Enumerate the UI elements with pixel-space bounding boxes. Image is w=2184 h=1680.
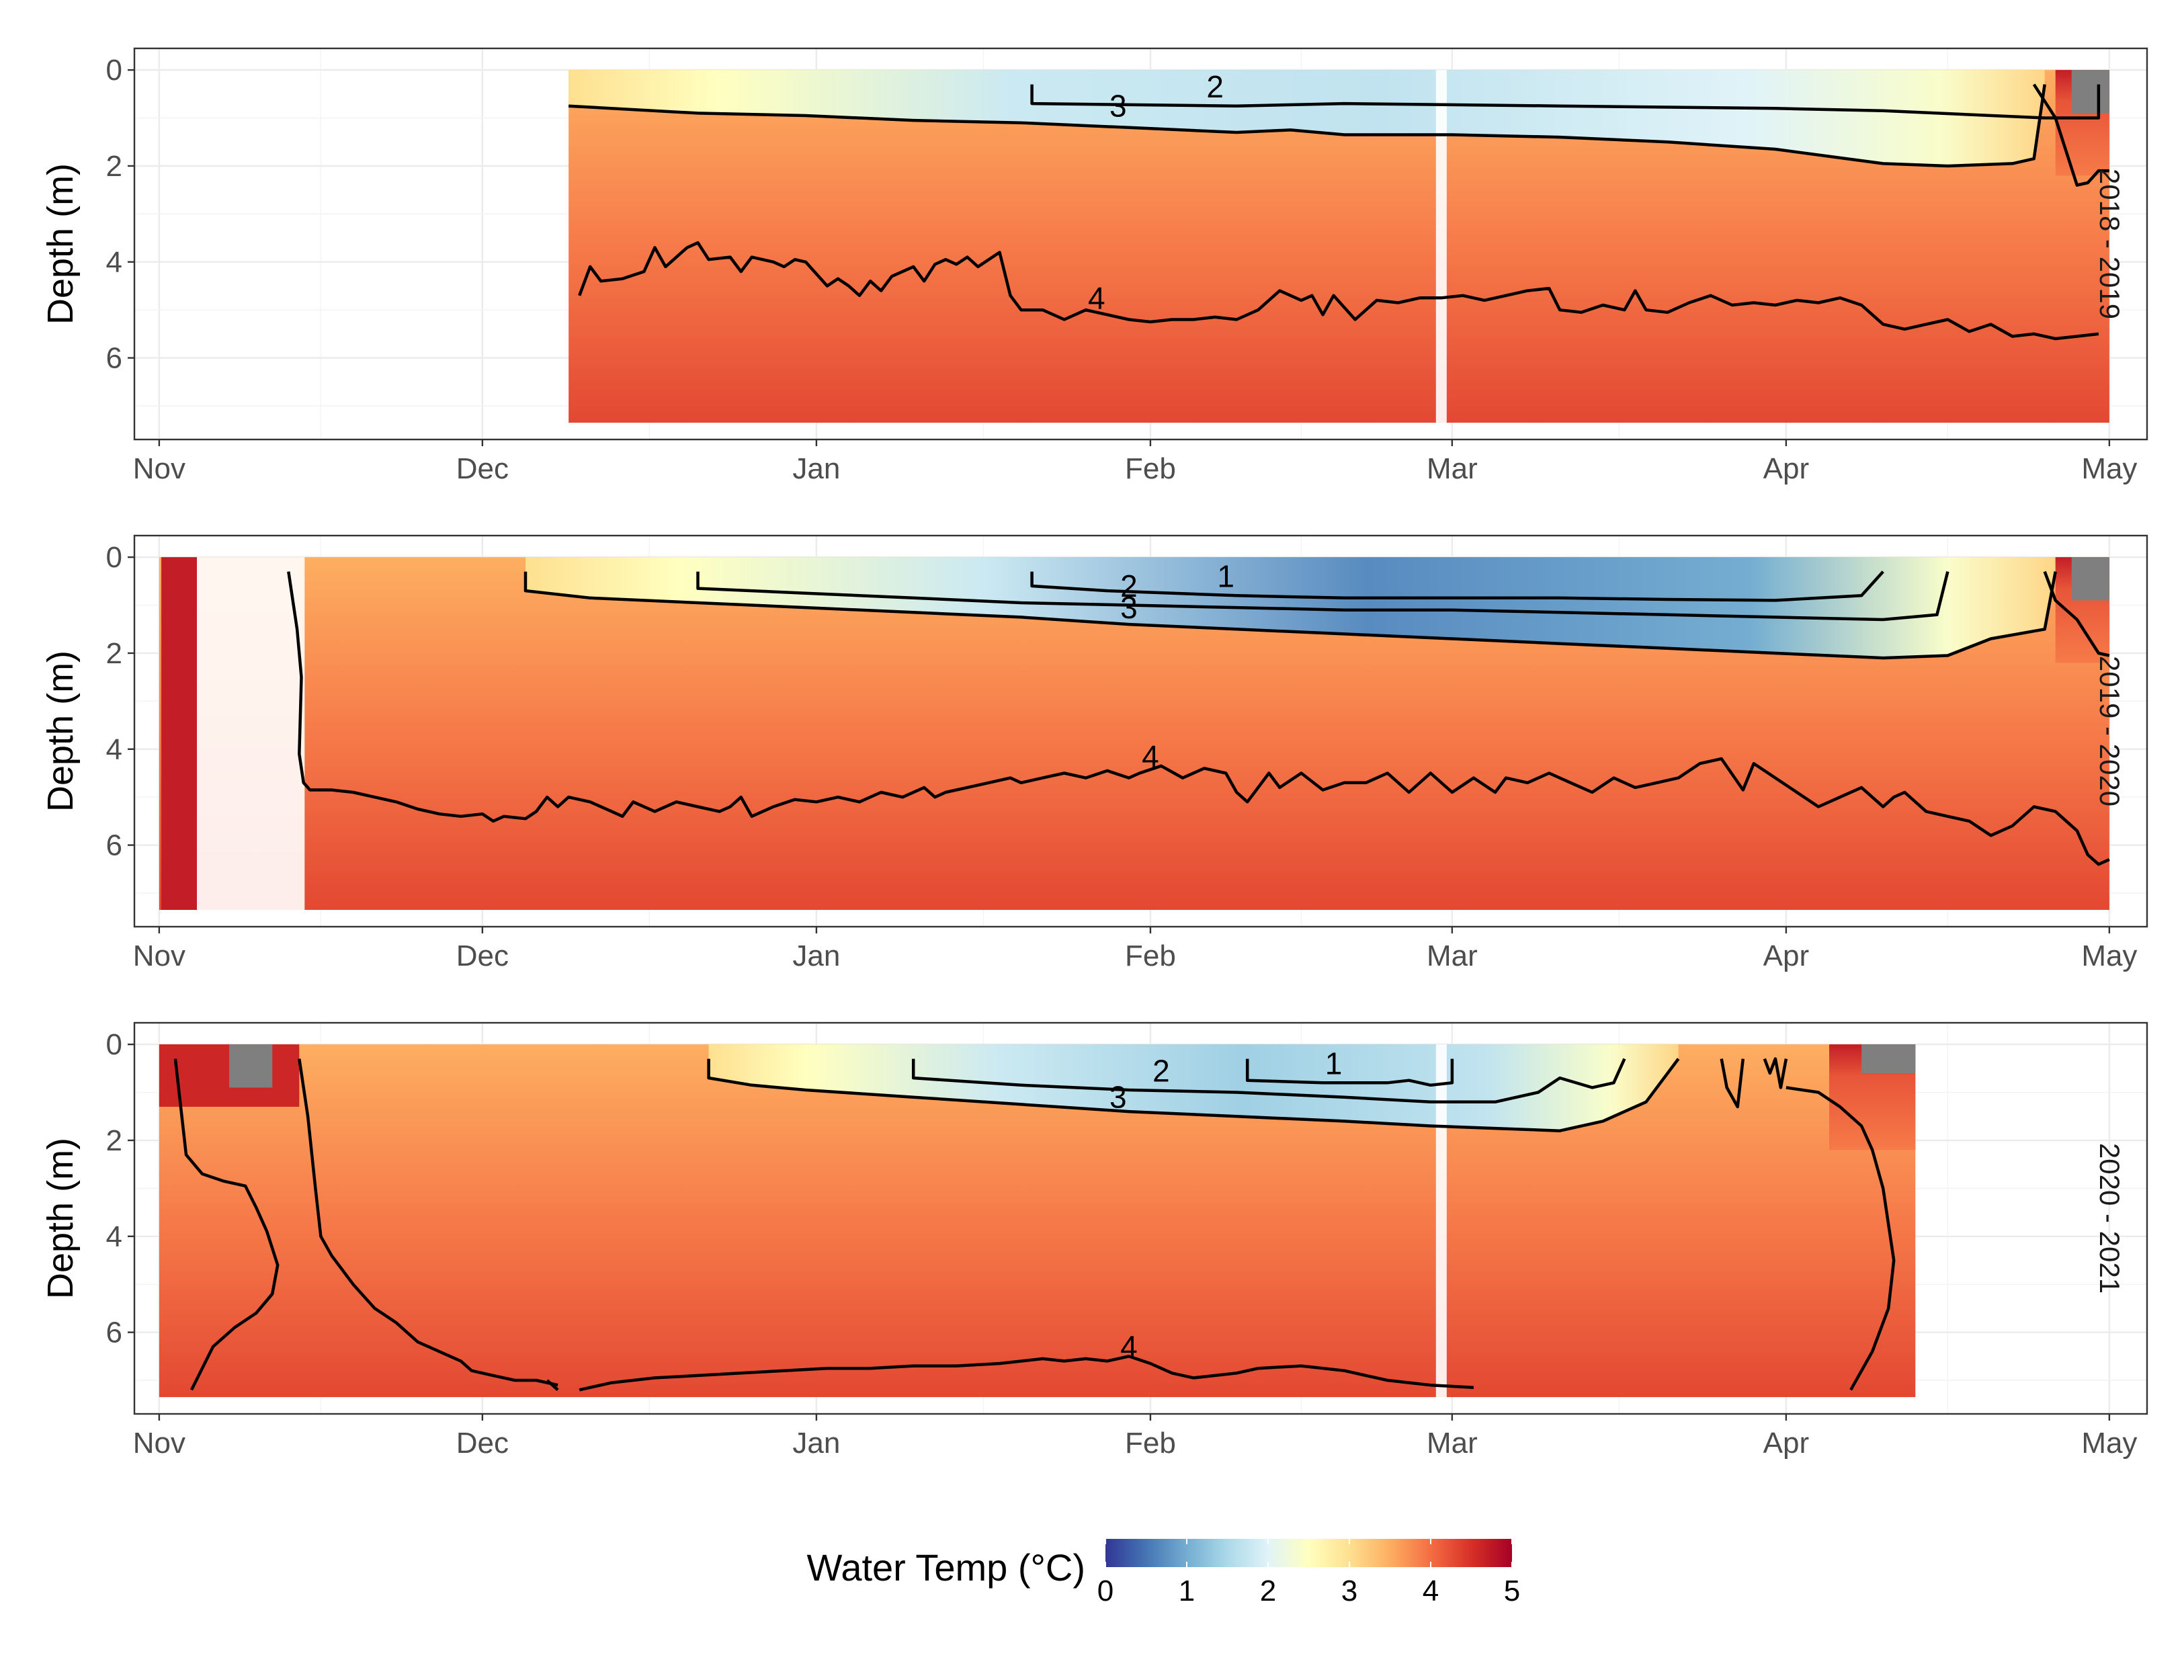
contour-line-4 bbox=[287, 571, 2110, 866]
y-axis-label: Depth (m) bbox=[40, 1138, 81, 1299]
y-tick-label: 2 bbox=[106, 637, 122, 670]
legend-tick-label: 4 bbox=[1423, 1574, 1439, 1607]
heatmap bbox=[569, 70, 2109, 423]
x-tick-label: Mar bbox=[1427, 452, 1478, 485]
data-gap bbox=[1435, 70, 1447, 423]
facet-strip-label: 2020 - 2021 bbox=[2094, 1143, 2126, 1294]
contour-label: 3 bbox=[1109, 89, 1127, 124]
contour-line-3 bbox=[1786, 1086, 1896, 1391]
missing-data-cell bbox=[1861, 1044, 1916, 1073]
contour-line-3 bbox=[2032, 83, 2109, 187]
y-tick-label: 2 bbox=[106, 150, 122, 183]
y-tick-label: 2 bbox=[106, 1124, 122, 1157]
x-tick-label: Nov bbox=[133, 1427, 185, 1460]
legend-title: Water Temp (°C) bbox=[807, 1546, 1085, 1589]
legend-tick-label: 5 bbox=[1504, 1574, 1520, 1607]
missing-data-cell bbox=[229, 1044, 273, 1088]
x-tick-label: May bbox=[2081, 939, 2137, 972]
contour-label: 1 bbox=[1325, 1046, 1343, 1081]
x-tick-label: Dec bbox=[456, 452, 509, 485]
panel-border bbox=[133, 47, 2148, 441]
early-warm-band bbox=[161, 557, 197, 911]
x-tick-label: Nov bbox=[133, 939, 185, 972]
contour-label: 2 bbox=[1152, 1053, 1170, 1088]
contour-line-4 bbox=[578, 241, 2099, 341]
contour-line-3 bbox=[707, 1058, 1680, 1132]
heatmap bbox=[159, 1044, 1916, 1398]
x-tick-label: Jan bbox=[792, 452, 840, 485]
x-tick-label: Dec bbox=[456, 1427, 509, 1460]
contour-lines: 1 23 4 bbox=[287, 559, 2110, 866]
contour-label: 3 bbox=[1120, 590, 1138, 625]
contour-line-3 bbox=[1763, 1057, 1788, 1089]
missing-data-cell bbox=[2071, 557, 2109, 601]
contour-line-2 bbox=[1030, 84, 2101, 120]
contour-label: 2 bbox=[1206, 69, 1224, 104]
contour-label: 3 bbox=[1109, 1080, 1127, 1115]
facet-strip-label: 2019 - 2020 bbox=[2094, 656, 2126, 806]
panel-border bbox=[133, 1021, 2148, 1415]
legend-colorbar bbox=[1105, 1539, 1512, 1567]
y-tick-label: 6 bbox=[106, 342, 122, 375]
y-axis-label: Depth (m) bbox=[40, 650, 81, 812]
x-tick-label: Nov bbox=[133, 452, 185, 485]
contour-line-2 bbox=[911, 1058, 1626, 1104]
contour-label: 4 bbox=[1142, 739, 1159, 773]
x-tick-label: Jan bbox=[792, 939, 840, 972]
legend-tick-label: 2 bbox=[1260, 1574, 1276, 1607]
y-tick-label: 6 bbox=[106, 1316, 122, 1349]
y-tick-label: 0 bbox=[106, 1028, 122, 1061]
facet-strip-label: 2018 - 2019 bbox=[2094, 169, 2126, 319]
x-tick-label: Apr bbox=[1763, 939, 1809, 972]
x-tick-label: Jan bbox=[792, 1427, 840, 1460]
contour-line-1 bbox=[1030, 571, 1884, 602]
x-tick-label: Feb bbox=[1125, 939, 1176, 972]
legend-tick-label: 1 bbox=[1179, 1574, 1195, 1607]
y-axis-label: Depth (m) bbox=[40, 163, 81, 325]
contour-line-3 bbox=[1720, 1058, 1745, 1109]
contour-label: 1 bbox=[1217, 559, 1234, 594]
contour-line-4 bbox=[546, 1379, 559, 1391]
y-tick-label: 0 bbox=[106, 541, 122, 574]
missing-data-cell bbox=[2071, 70, 2109, 114]
contour-line-1 bbox=[1245, 1058, 1454, 1087]
data-gap bbox=[1435, 1044, 1447, 1398]
contour-line-4 bbox=[579, 1355, 1474, 1392]
legend-tick-label: 3 bbox=[1341, 1574, 1357, 1607]
panel-border bbox=[133, 534, 2148, 928]
contour-line-2 bbox=[696, 571, 1949, 622]
x-tick-label: May bbox=[2081, 1427, 2137, 1460]
y-tick-label: 4 bbox=[106, 246, 122, 279]
contour-label: 4 bbox=[1088, 280, 1105, 315]
y-tick-label: 4 bbox=[106, 733, 122, 766]
x-tick-label: Mar bbox=[1427, 939, 1478, 972]
x-tick-label: May bbox=[2081, 452, 2137, 485]
x-tick-label: Apr bbox=[1763, 452, 1809, 485]
x-tick-label: Feb bbox=[1125, 452, 1176, 485]
contour-line-3 bbox=[523, 571, 2057, 660]
contour-line-3 bbox=[173, 1058, 280, 1391]
y-tick-label: 4 bbox=[106, 1220, 122, 1253]
contour-line-3 bbox=[298, 1058, 558, 1387]
data-gap bbox=[196, 557, 305, 911]
contour-line-3 bbox=[2043, 571, 2110, 657]
x-tick-label: Dec bbox=[456, 939, 509, 972]
y-tick-label: 6 bbox=[106, 829, 122, 862]
x-tick-label: Feb bbox=[1125, 1427, 1176, 1460]
x-tick-label: Mar bbox=[1427, 1427, 1478, 1460]
y-tick-label: 0 bbox=[106, 54, 122, 87]
contour-lines: 2 3 4 bbox=[568, 69, 2109, 341]
chart-legend: Water Temp (°C) 0 1 2 3 4 5 bbox=[807, 1539, 1520, 1607]
contour-label: 4 bbox=[1120, 1329, 1138, 1364]
contour-lines: 1 23 4 bbox=[173, 1046, 1896, 1392]
legend-tick-label: 0 bbox=[1097, 1574, 1114, 1607]
contour-line-3 bbox=[568, 84, 2046, 168]
facet-panel-0: 2 3 4 2018 - 2019 0 2 4 6 Nov Dec Jan Feb Mar Apr May D… bbox=[40, 47, 2148, 485]
x-tick-label: Apr bbox=[1763, 1427, 1809, 1460]
contour-label: 2 bbox=[1120, 569, 1138, 603]
